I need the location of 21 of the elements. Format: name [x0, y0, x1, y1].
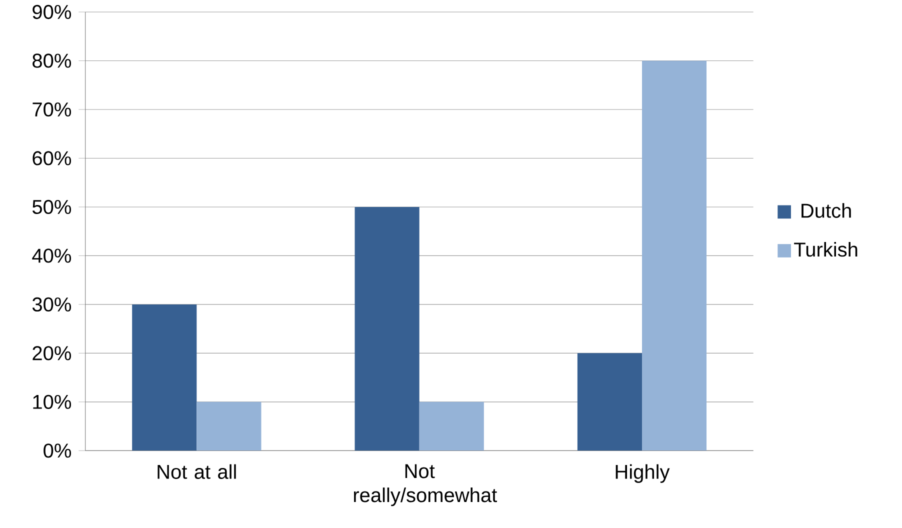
x-tick-label: Not really/somewhat	[354, 464, 498, 506]
legend-label: Turkish	[794, 242, 858, 257]
legend-label: Dutch	[802, 203, 851, 218]
y-tick-label: 0%	[44, 444, 72, 458]
x-tick-label: Highly	[616, 464, 670, 483]
bar	[196, 402, 262, 451]
bar	[354, 206, 420, 451]
bar	[132, 304, 197, 451]
y-tick-label: 90%	[32, 4, 72, 20]
y-tick-label: 80%	[32, 54, 72, 68]
bar	[419, 402, 484, 451]
y-tick-label: 40%	[32, 248, 72, 263]
y-tick-label: 20%	[32, 346, 72, 360]
y-tick-label: 30%	[32, 297, 72, 312]
y-tick-label: 70%	[32, 102, 72, 117]
y-tick-label: 10%	[33, 394, 72, 409]
bar	[642, 60, 707, 451]
bar	[577, 353, 642, 451]
x-tick-label: Not at all	[158, 464, 236, 479]
y-tick-label: 60%	[32, 151, 72, 166]
y-tick-label: 50%	[32, 200, 72, 214]
